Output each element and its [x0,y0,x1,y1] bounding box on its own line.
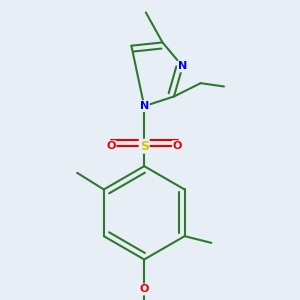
Text: O: O [173,141,182,151]
Text: O: O [140,284,149,295]
Text: S: S [140,140,149,153]
Text: N: N [140,101,149,111]
Text: N: N [178,61,187,71]
Text: O: O [106,141,116,151]
